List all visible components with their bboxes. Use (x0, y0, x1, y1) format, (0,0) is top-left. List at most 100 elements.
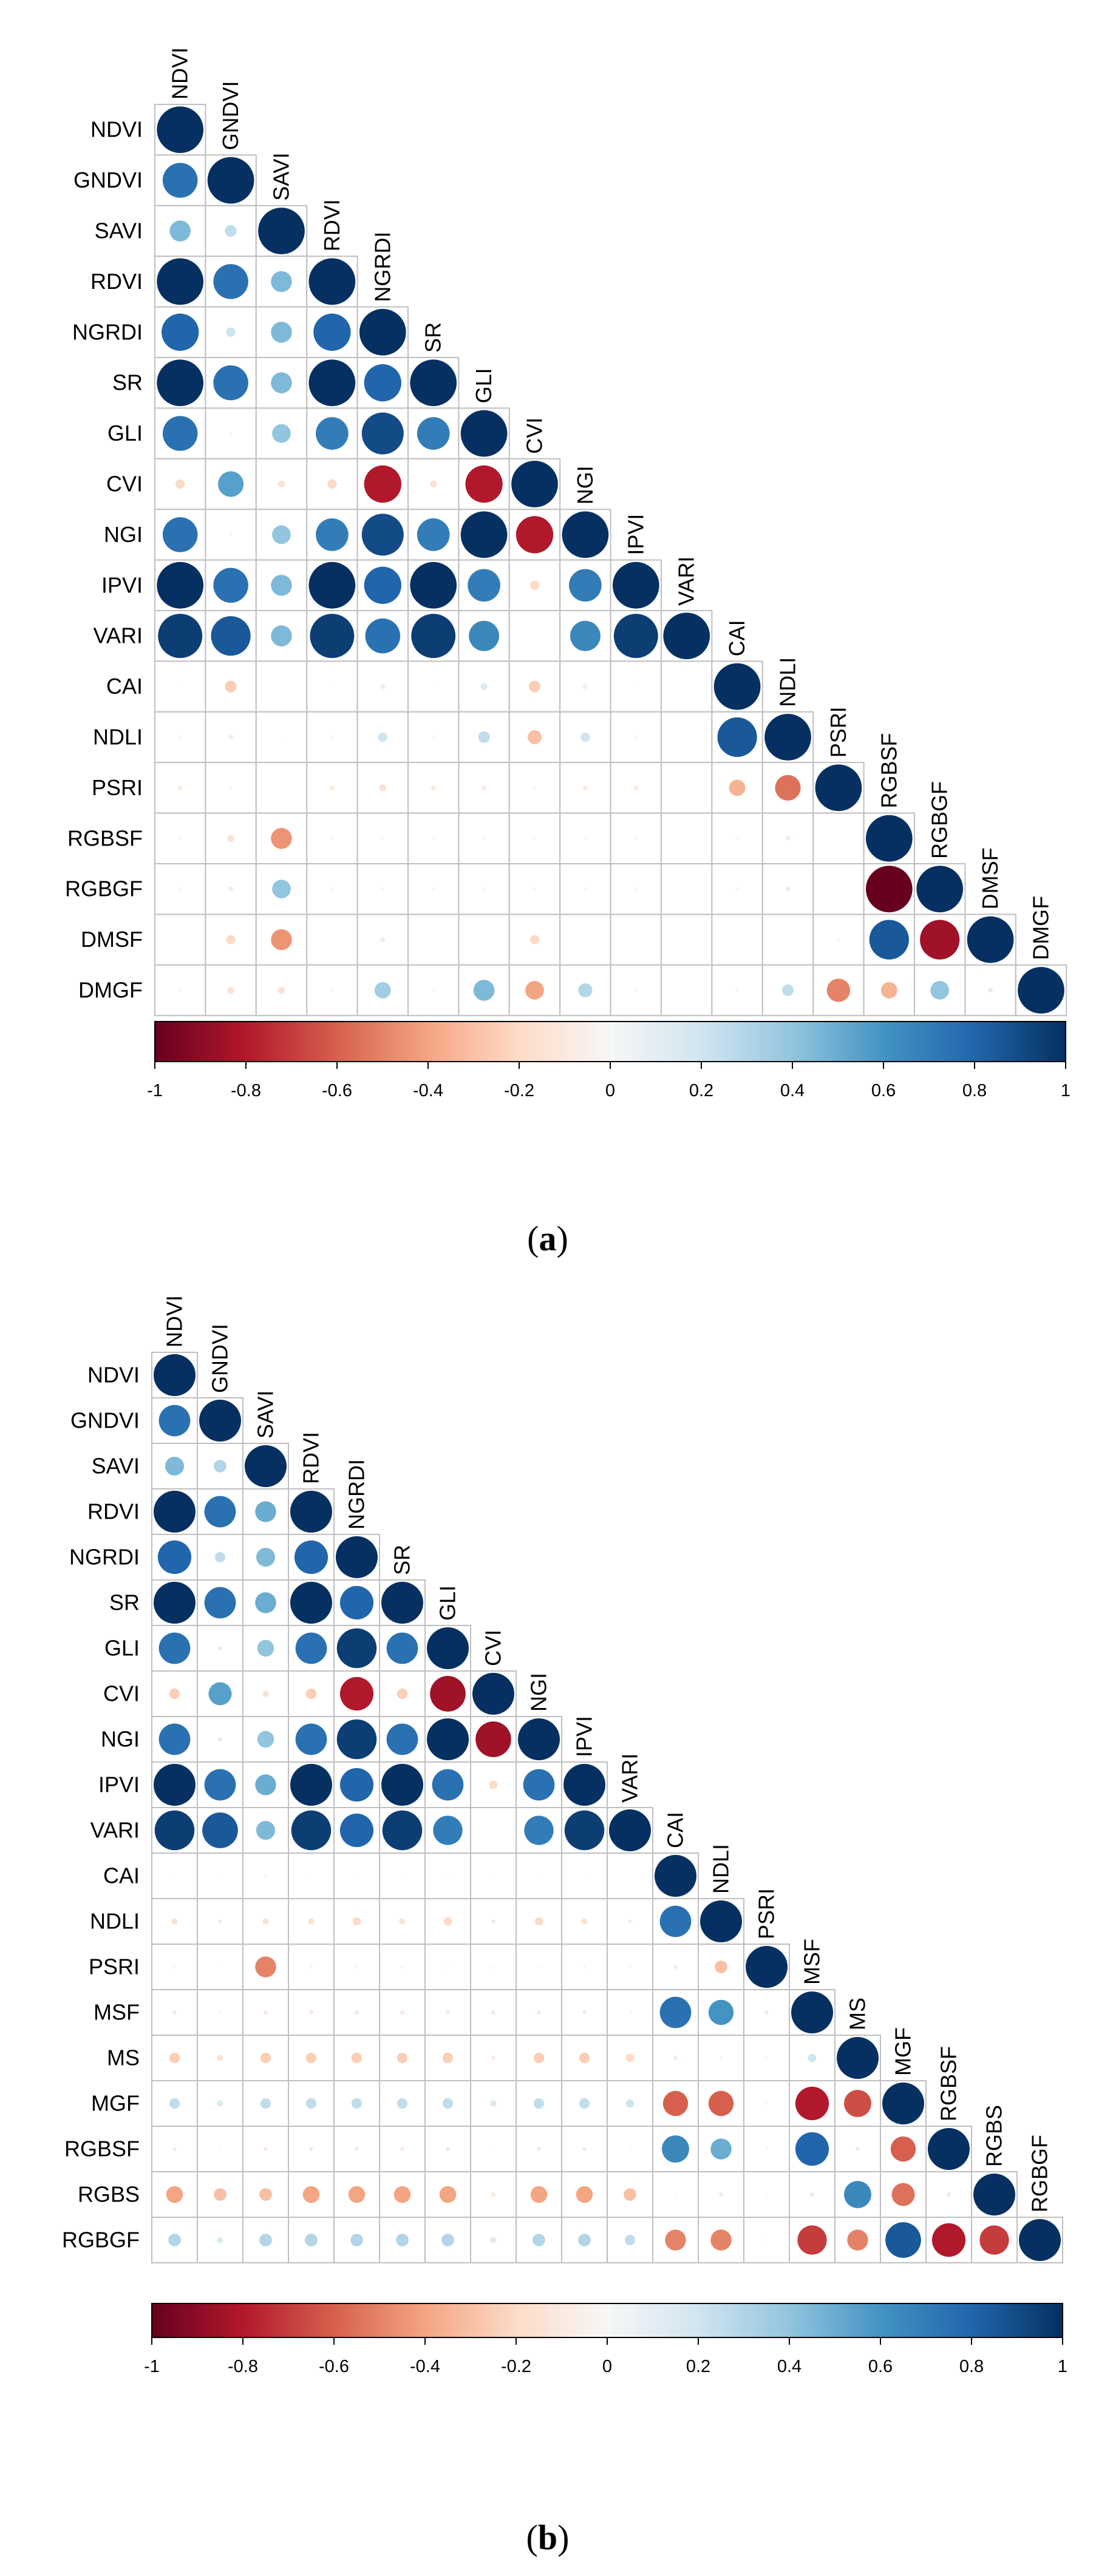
corr-circle-rgbs-vari (624, 2188, 636, 2201)
colorbar-segment (583, 1022, 588, 1062)
corr-circle-sr-savi (271, 372, 292, 393)
colorbar-segment (1015, 1022, 1021, 1062)
colorbar-segment (897, 1022, 902, 1062)
colorbar-segment (835, 2303, 840, 2337)
cell-vari-cvi (470, 1807, 517, 1854)
colorbar-segment (644, 2303, 649, 2337)
corr-circle-gli-gndvi (230, 432, 233, 435)
corr-circle-dmsf-ngrdi (380, 937, 386, 942)
colorbar-segment (443, 2303, 449, 2337)
col-label-gli: GLI (471, 368, 496, 403)
colorbar-segment (990, 2303, 995, 2337)
colorbar-segment (783, 1022, 789, 1062)
corr-circle-ndli-gli (478, 731, 490, 744)
corr-circle-dmsf-gndvi (226, 935, 236, 944)
colorbar-segment (293, 2303, 298, 2337)
colorbar-segment (1044, 2303, 1050, 2337)
colorbar-segment (578, 1022, 584, 1062)
colorbar-segment (370, 2303, 376, 2337)
colorbar-segment (265, 2303, 271, 2337)
chart-b-col-labels: NDVI GNDVI SAVI RDVI NGRDI SR GLI CVI NGI IPVI VAR… (162, 1295, 1052, 2212)
corr-circle-rgbs-ms (844, 2181, 871, 2208)
row-label-ipvi: IPVI (101, 572, 143, 597)
corr-circle-rgbsf-rdvi (330, 837, 333, 840)
colorbar-segment (434, 2303, 440, 2337)
corr-circle-rdvi-ndvi (154, 1491, 196, 1533)
corr-circle-psri-ndli (715, 1961, 727, 1973)
colorbar-segment (343, 2303, 349, 2337)
corr-circle-gli-sr (417, 417, 450, 450)
corr-circle-sr-ndvi (157, 359, 204, 407)
corr-circle-ndli-ndli (764, 714, 811, 761)
corr-circle-ndli-savi (281, 736, 282, 738)
corr-circle-cai-savi (264, 1874, 267, 1877)
colorbar-segment (1033, 1022, 1039, 1062)
colorbar-segment (246, 1022, 251, 1062)
corr-circle-ngrdi-gndvi (226, 327, 236, 337)
colorbar-segment (742, 1022, 747, 1062)
corr-circle-rgbsf-ngi (584, 837, 587, 840)
corr-circle-gli-ndvi (158, 1632, 191, 1664)
corr-circle-gndvi-ndvi (158, 1405, 191, 1437)
colorbar-segment (569, 1022, 574, 1062)
corr-circle-sr-sr (410, 359, 457, 407)
corr-circle-ndvi-ndvi (154, 1354, 196, 1396)
colorbar-segment (484, 2303, 489, 2337)
corr-circle-rdvi-gndvi (204, 1496, 236, 1528)
colorbar-segment (965, 1022, 971, 1062)
colorbar-segment (794, 2303, 799, 2337)
colorbar-segment (915, 1022, 921, 1062)
row-label-psri: PSRI (89, 1954, 140, 1979)
corr-circle-psri-gli (446, 1965, 449, 1968)
row-label-ndvi: NDVI (90, 117, 143, 142)
colorbar-segment (200, 1022, 206, 1062)
row-label-rdvi: RDVI (87, 1499, 140, 1524)
colorbar-segment (487, 1022, 492, 1062)
colorbar-tick-label: -0.4 (410, 2357, 440, 2376)
corr-circle-ms-gli (442, 2052, 454, 2064)
corr-circle-vari-rdvi (310, 614, 355, 659)
corr-circle-psri-gndvi (230, 786, 233, 789)
col-label-ipvi: IPVI (572, 1716, 597, 1757)
colorbar-segment (870, 1022, 875, 1062)
corr-circle-ndli-ipvi (581, 1918, 588, 1925)
panel-label-b: (b) (526, 2518, 570, 2557)
cell-ndli-vari (607, 1898, 653, 1945)
cell-psri-vari (661, 762, 713, 814)
row-label-psri: PSRI (92, 775, 143, 800)
colorbar-segment (429, 2303, 435, 2337)
colorbar-segment (584, 2303, 590, 2337)
colorbar-segment (461, 2303, 467, 2337)
corr-circle-rgbsf-cai (736, 837, 739, 840)
corr-circle-sr-gndvi (204, 1587, 236, 1619)
corr-circle-gli-ngrdi (361, 412, 404, 455)
row-label-vari: VARI (94, 623, 143, 648)
col-label-rgbgf: RGBGF (1027, 2135, 1052, 2212)
colorbar-segment (865, 1022, 871, 1062)
corr-circle-cai-ndvi (179, 685, 181, 688)
corr-circle-gndvi-gndvi (199, 1400, 241, 1442)
col-label-cai: CAI (724, 620, 749, 656)
corr-circle-rgbgf-psri (765, 2239, 768, 2242)
corr-circle-msf-savi (264, 2010, 268, 2015)
corr-circle-rdvi-savi (271, 271, 292, 293)
row-label-dmgf: DMGF (78, 978, 143, 1003)
corr-circle-sr-rdvi (290, 1582, 332, 1624)
col-label-ms: MS (845, 1998, 870, 2030)
corr-circle-dmgf-dmgf (1018, 967, 1064, 1014)
colorbar-segment (196, 1022, 201, 1062)
col-label-mgf: MGF (891, 2027, 916, 2076)
colorbar-segment (1035, 2303, 1041, 2337)
colorbar-segment (375, 2303, 380, 2337)
colorbar-segment (696, 1022, 702, 1062)
colorbar-segment (903, 2303, 908, 2337)
corr-circle-rgbsf-gndvi (219, 2147, 222, 2151)
corr-circle-rgbgf-gli (441, 2234, 454, 2246)
colorbar-segment (225, 2303, 230, 2337)
colorbar-segment (899, 2303, 904, 2337)
corr-circle-mgf-gndvi (217, 2100, 223, 2107)
colorbar-segment (605, 1022, 611, 1062)
corr-circle-ngi-savi (272, 525, 291, 544)
colorbar-segment (534, 2303, 540, 2337)
colorbar-segment (871, 2303, 877, 2337)
